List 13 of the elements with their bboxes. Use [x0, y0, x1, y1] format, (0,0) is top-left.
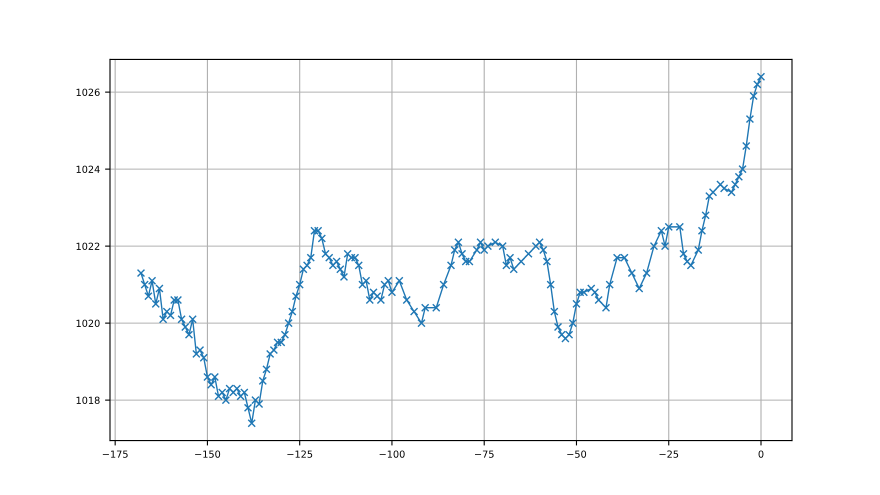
x-tick-label: −100 — [380, 450, 405, 458]
y-tick-label: 1020 — [76, 320, 100, 327]
x-tick-label: −50 — [567, 450, 586, 458]
x-tick-label: 0 — [758, 450, 764, 458]
x-tick-label: −25 — [660, 450, 678, 458]
y-tick-label: 1024 — [76, 166, 100, 173]
x-tick-label: −125 — [287, 450, 312, 458]
x-tick-label: −175 — [102, 450, 128, 458]
y-tick-label: 1026 — [76, 88, 100, 96]
y-tick-label: 1022 — [76, 242, 100, 250]
x-tick-label: −75 — [474, 450, 494, 458]
y-tick-label: 1018 — [76, 396, 100, 404]
x-tick-label: −150 — [195, 450, 220, 458]
